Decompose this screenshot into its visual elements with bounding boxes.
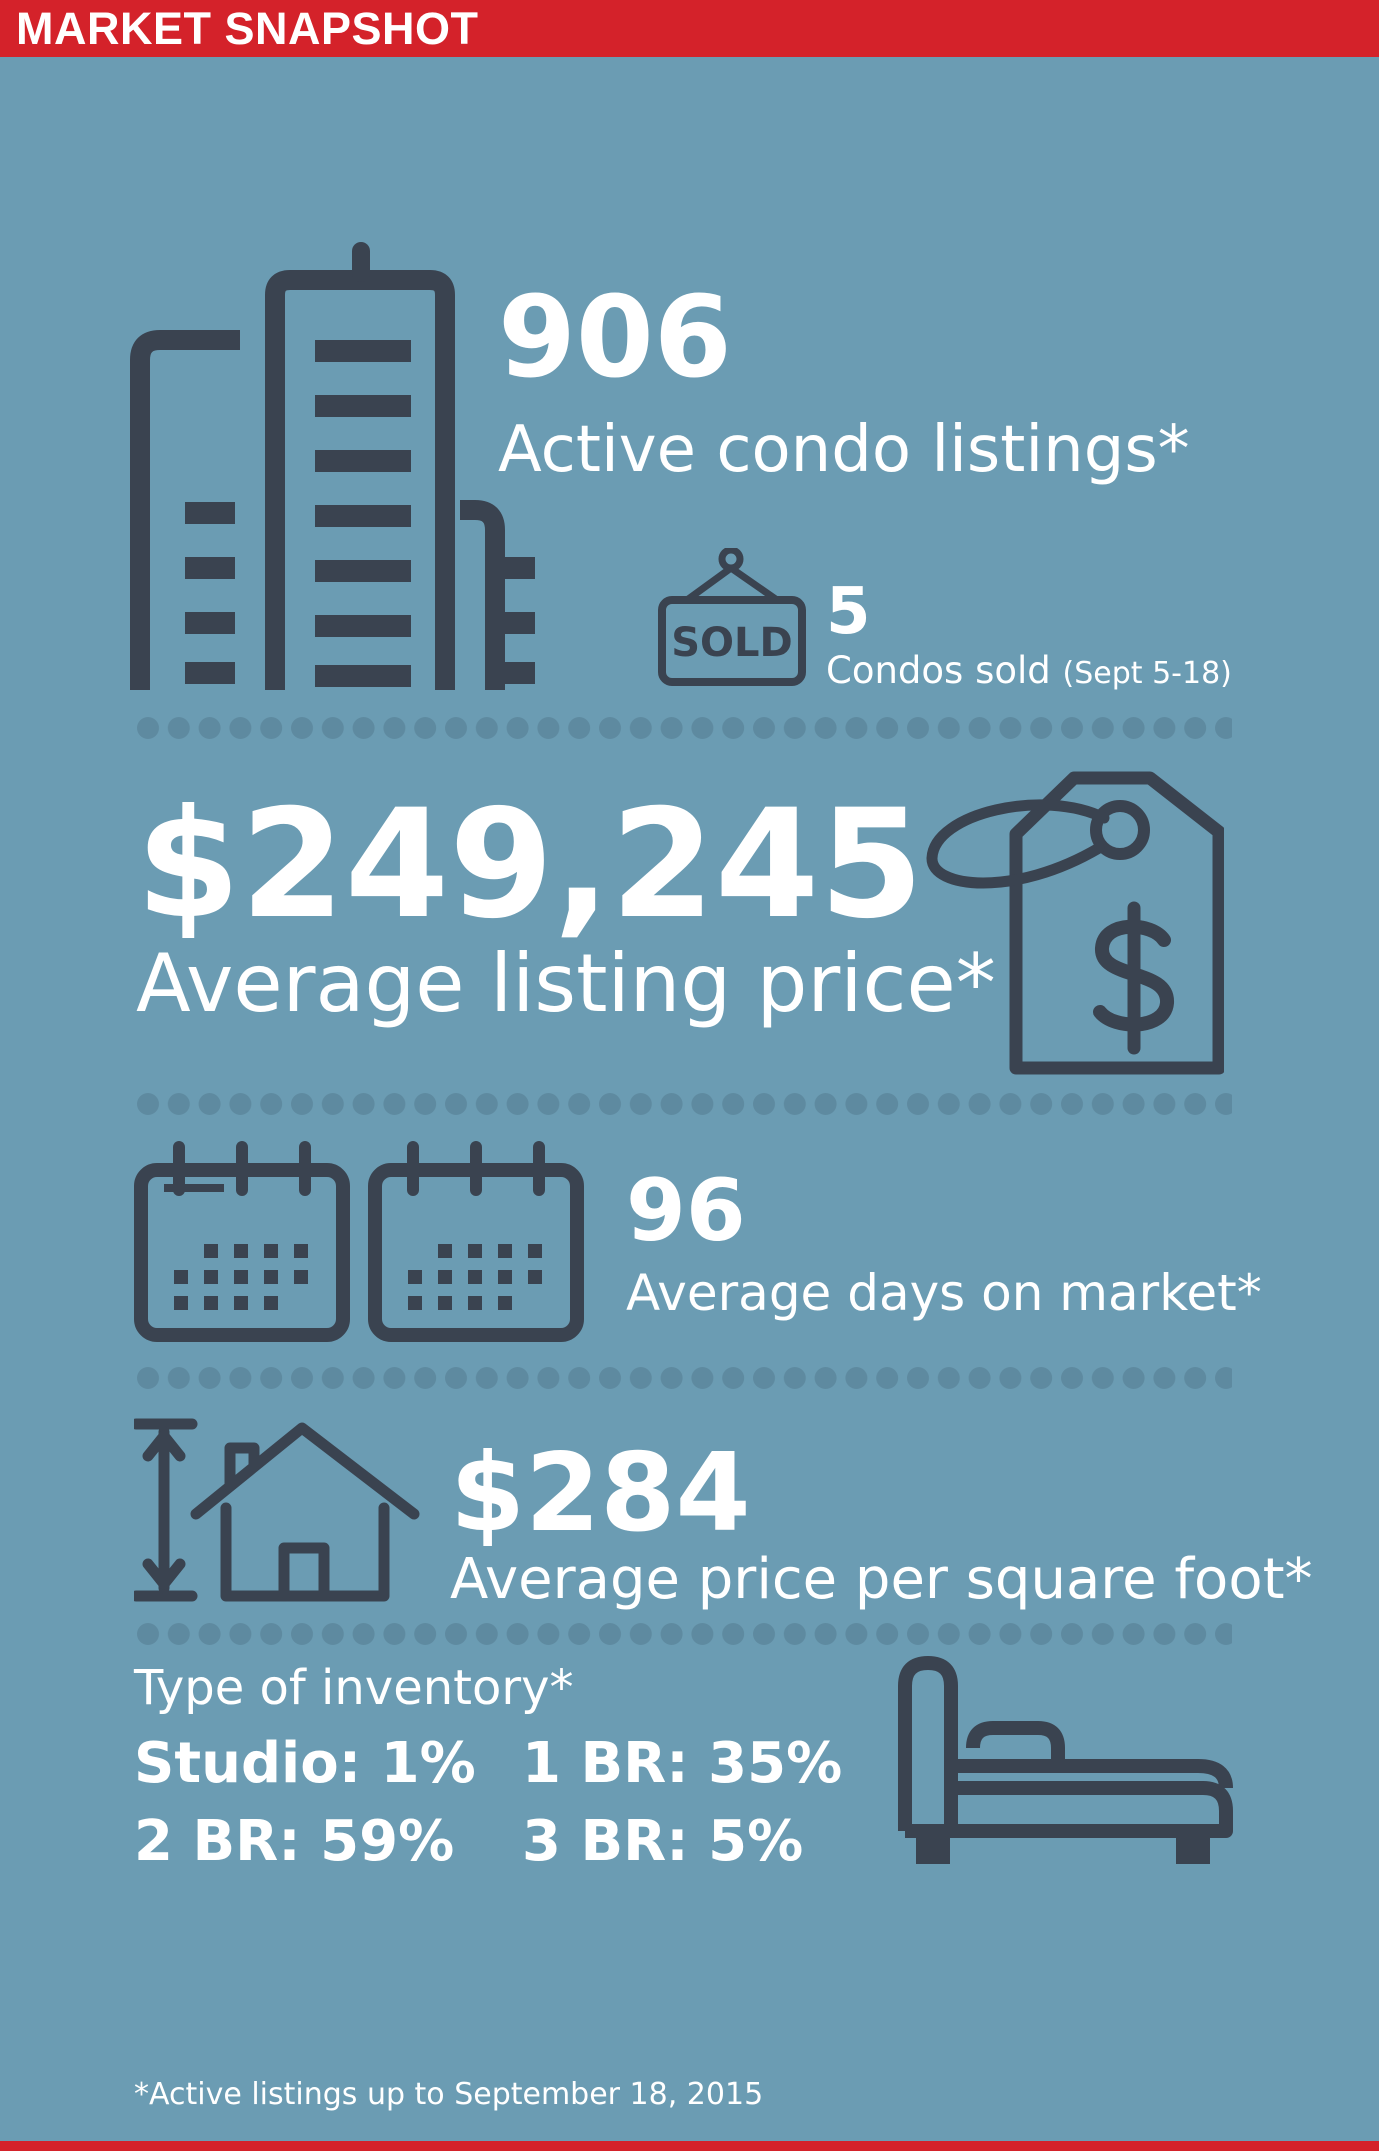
sqft-value: $284: [450, 1431, 751, 1556]
sold-label: Condos sold (Sept 5-18): [826, 652, 1232, 689]
listings-label: Active condo listings*: [498, 413, 1190, 487]
days-value: 96: [626, 1161, 746, 1261]
days-label: Average days on market*: [626, 1264, 1262, 1322]
buildings-icon: [130, 242, 535, 690]
sold-label-text: Condos sold: [826, 649, 1051, 692]
inventory-item-3br: 3 BR: 5%: [522, 1809, 804, 1874]
price-label: Average listing price*: [136, 937, 996, 1030]
price-tag-icon: [926, 771, 1224, 1075]
sold-sign-icon: SOLD: [658, 548, 806, 686]
price-value: $249,245: [136, 778, 924, 952]
inventory-title: Type of inventory*: [134, 1660, 574, 1716]
inventory-item-studio: Studio: 1%: [134, 1731, 476, 1796]
bed-icon: [898, 1656, 1233, 1864]
calendar-icon: [368, 1141, 584, 1342]
sqft-label: Average price per square foot*: [450, 1547, 1313, 1612]
calendar-icon: [134, 1141, 350, 1342]
dotted-divider: [136, 1622, 1232, 1646]
header-bar: [0, 0, 1379, 57]
listings-value: 906: [498, 273, 732, 403]
dotted-divider: [136, 716, 1232, 740]
page-title: MARKET SNAPSHOT: [16, 3, 479, 54]
house-height-icon: [134, 1418, 420, 1602]
inventory-item-2br: 2 BR: 59%: [134, 1809, 455, 1874]
dotted-divider: [136, 1366, 1232, 1390]
sold-range: (Sept 5-18): [1062, 656, 1232, 691]
sold-value: 5: [826, 575, 871, 649]
sold-sign-text: SOLD: [671, 620, 793, 666]
footer-bar: [0, 2141, 1379, 2151]
footnote: *Active listings up to September 18, 201…: [134, 2077, 764, 2112]
dotted-divider: [136, 1092, 1232, 1116]
inventory-item-1br: 1 BR: 35%: [522, 1731, 843, 1796]
